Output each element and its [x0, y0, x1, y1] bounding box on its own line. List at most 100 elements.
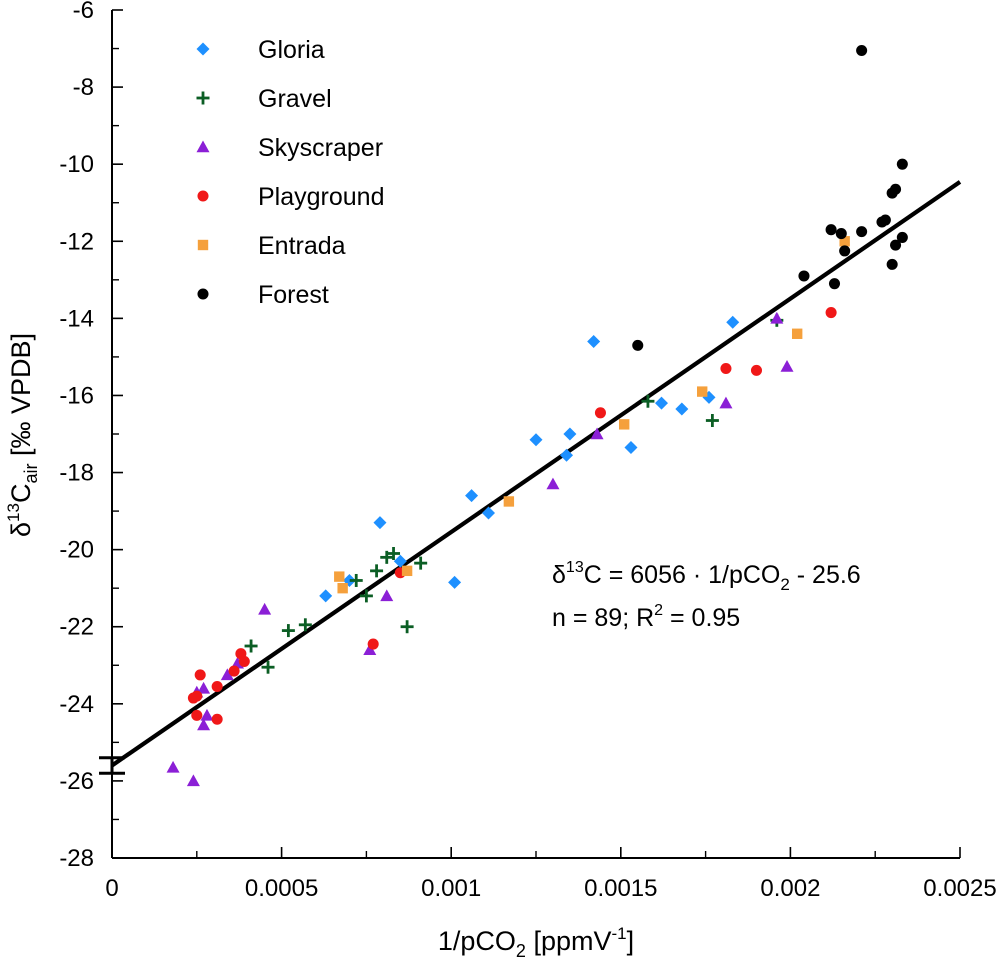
data-point: [856, 44, 868, 56]
data-point: [258, 602, 272, 615]
y-tick-label: -26: [59, 768, 94, 795]
data-point: [387, 546, 401, 560]
data-point: [194, 669, 206, 681]
data-point: [281, 624, 295, 638]
stats-annotation: n = 89; R2 = 0.95: [552, 602, 740, 632]
y-tick-label: -18: [59, 460, 94, 487]
data-point: [835, 228, 847, 240]
data-point: [414, 556, 428, 570]
data-point: [465, 489, 479, 503]
data-point: [560, 448, 574, 462]
data-point: [359, 589, 373, 603]
data-point: [839, 236, 850, 247]
series-entrada: [334, 236, 850, 594]
data-point: [594, 407, 606, 419]
data-point: [334, 571, 345, 582]
data-point: [211, 713, 223, 725]
data-point: [896, 158, 908, 170]
regression-line-group: [99, 180, 962, 775]
y-tick-label: -6: [73, 0, 94, 24]
data-point: [197, 718, 211, 731]
data-point: [890, 183, 902, 195]
data-point: [587, 334, 601, 348]
x-tick-label: 0.0015: [584, 875, 657, 902]
y-tick-label: -12: [59, 228, 94, 255]
data-point: [211, 680, 223, 692]
data-point: [590, 427, 604, 440]
y-tick-label: -14: [59, 305, 94, 332]
data-point: [220, 668, 234, 681]
data-point: [641, 394, 655, 408]
data-point: [191, 690, 203, 702]
legend-label: Gloria: [258, 36, 325, 64]
data-point: [697, 386, 708, 397]
y-tick-label: -24: [59, 691, 94, 718]
y-tick-label: -28: [59, 845, 94, 872]
regression-line: [110, 180, 962, 768]
data-point: [319, 589, 333, 603]
data-points: [166, 44, 908, 787]
legend-marker: [196, 91, 210, 105]
legend-label: Skyscraper: [258, 134, 383, 162]
series-gloria: [319, 315, 740, 603]
data-point: [228, 665, 240, 677]
data-point: [546, 477, 560, 490]
data-point: [896, 231, 908, 243]
data-point: [400, 620, 414, 634]
legend-label: Gravel: [258, 85, 332, 113]
data-point: [186, 774, 200, 787]
data-point: [166, 760, 180, 773]
data-point: [655, 396, 669, 410]
x-tick-label: 0.0025: [923, 875, 996, 902]
data-point: [675, 402, 689, 416]
data-point: [791, 328, 803, 339]
data-point: [719, 396, 733, 409]
data-point: [856, 226, 868, 238]
data-point: [632, 339, 644, 351]
x-tick-label: 0.001: [421, 875, 481, 902]
legend-marker: [196, 140, 210, 153]
data-point: [349, 573, 363, 587]
y-tick-label: -8: [73, 74, 94, 101]
data-point: [705, 414, 719, 428]
data-point: [890, 239, 902, 251]
legend-marker: [197, 190, 209, 202]
data-point: [750, 364, 763, 376]
y-tick-label: -22: [59, 614, 94, 641]
data-point: [529, 433, 543, 447]
legend-marker: [197, 239, 209, 251]
series-forest: [632, 44, 908, 351]
data-point: [298, 618, 312, 632]
data-point: [825, 307, 837, 319]
data-point: [780, 360, 794, 372]
data-point: [337, 582, 348, 594]
x-tick-label: 0.0005: [245, 875, 318, 902]
data-point: [367, 638, 379, 650]
data-point: [197, 681, 211, 694]
legend-label: Playground: [258, 183, 384, 211]
data-point: [839, 245, 851, 257]
data-point: [828, 278, 841, 290]
data-point: [238, 655, 250, 667]
legend-marker: [197, 288, 209, 300]
y-axis-title: δ13Cair [‰ VPDB]: [4, 333, 41, 537]
legend: Gloria Gravel Skyscraper Playground Entrada F…: [196, 36, 384, 309]
y-tick-label: -10: [59, 151, 94, 178]
data-point: [261, 660, 275, 674]
data-point: [200, 708, 214, 721]
data-point: [879, 214, 891, 226]
x-axis: 0 0.0005 0.001 0.0015 0.002 0.0025: [105, 847, 997, 902]
equation-annotation: δ13C = 6056 · 1/pCO2 - 25.6: [552, 559, 861, 594]
y-axis: -28 -26 -24 -22 -20 -18 -16 -14 -12 -10 -8 -6: [59, 0, 123, 872]
data-point: [401, 565, 413, 577]
data-point: [618, 419, 630, 430]
data-point: [373, 516, 387, 530]
data-point: [448, 575, 462, 589]
data-point: [624, 440, 638, 454]
series-playground: [187, 307, 837, 725]
data-point: [825, 224, 837, 236]
data-point: [798, 270, 810, 282]
data-point: [370, 564, 384, 578]
x-tick-label: 0.002: [760, 875, 820, 902]
